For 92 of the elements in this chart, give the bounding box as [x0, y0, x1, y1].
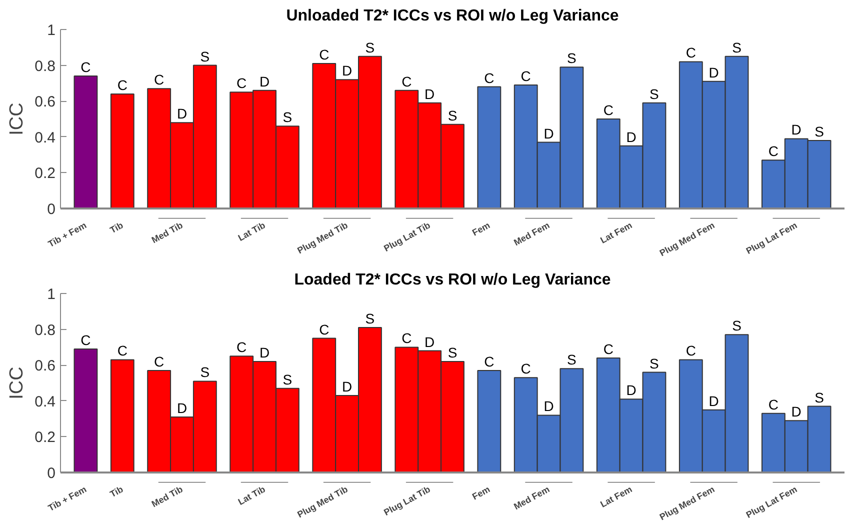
text: C [117, 76, 128, 93]
y-tick-label: 0.6 [34, 358, 56, 375]
text: C [603, 340, 614, 357]
text: D [259, 73, 270, 90]
y-tick-label: 0 [47, 201, 56, 218]
text: C [484, 70, 494, 86]
text: C [319, 321, 330, 338]
x-tick-label: Lat Tib [236, 220, 268, 243]
text: C [154, 353, 164, 370]
x-tick-label: Tib [108, 484, 126, 500]
series-label: S [200, 48, 210, 64]
text: D [708, 64, 719, 80]
y-tick-label: 0.4 [34, 393, 56, 410]
text: D [424, 86, 435, 102]
x-tick-label: Plug Lat Fem [744, 220, 799, 256]
chart-title: Loaded T2* ICCs vs ROI w/o Leg Variance [294, 272, 611, 288]
text: S [448, 107, 458, 124]
text: S [814, 123, 824, 140]
text: C [686, 44, 696, 61]
text: S [567, 50, 576, 66]
text: C [402, 330, 412, 346]
x-tick-label: Fem [470, 484, 492, 502]
x-tick-label: Lat Fem [598, 484, 634, 510]
text: C [520, 68, 531, 84]
text: C [768, 396, 779, 412]
text: S [650, 355, 659, 372]
y-tick-label: 0.2 [34, 429, 56, 446]
text: S [282, 109, 292, 126]
x-tick-label: Plug Med Tib [296, 484, 350, 520]
x-tick-label: Plug Med Fem [658, 220, 716, 258]
text: C [484, 353, 494, 370]
text: C [117, 342, 128, 359]
text: D [626, 382, 636, 398]
x-tick-label: Lat Fem [598, 220, 634, 246]
y-tick-label: 1 [47, 22, 56, 39]
x-tick-label: Tib + Fem [46, 484, 88, 514]
text: C [603, 102, 614, 118]
x-tick-label: Lat Tib [236, 484, 268, 507]
y-tick-label: 1 [47, 286, 56, 303]
text: C [154, 72, 164, 88]
x-tick-label: Plug Lat Fem [744, 484, 799, 520]
text: S [567, 352, 576, 368]
text: D [626, 128, 636, 145]
text: S [732, 39, 742, 56]
text: S [732, 318, 742, 334]
text: S [365, 310, 375, 327]
text: S [448, 344, 458, 361]
text: D [259, 344, 270, 361]
x-tick-label: Med Tib [150, 484, 185, 510]
x-tick-label: Med Tib [150, 220, 185, 246]
x-tick-label: Tib [108, 220, 126, 236]
text: S [282, 371, 292, 388]
y-tick-label: 0.2 [34, 165, 56, 182]
text: C [236, 75, 247, 92]
x-tick-label: Plug Lat Tib [382, 484, 432, 518]
text: S [365, 39, 375, 56]
text: D [544, 398, 554, 414]
text: D [342, 378, 352, 395]
x-tick-label: Plug Med Fem [658, 484, 716, 522]
x-tick-label: Med Fem [512, 220, 552, 248]
x-tick-label: Plug Med Tib [296, 220, 350, 256]
text: C [520, 360, 531, 377]
text: S [814, 389, 824, 406]
y-tick-label: 0.6 [34, 94, 56, 111]
text: D [708, 392, 719, 409]
text: C [319, 46, 330, 63]
text: S [650, 86, 659, 102]
series-label: D [176, 400, 188, 416]
y-tick-label: 0.8 [34, 322, 56, 339]
text: D [544, 125, 554, 142]
series-label: D [176, 106, 188, 122]
text: D [342, 62, 352, 79]
text: D [424, 334, 435, 350]
x-tick-label: Plug Lat Tib [382, 220, 432, 254]
x-tick-label: Fem [470, 220, 492, 238]
y-axis-title: ICC [6, 102, 28, 136]
series-label: C [80, 59, 91, 76]
text: D [791, 122, 802, 138]
text: C [236, 339, 247, 356]
chart-title: Unloaded T2* ICCs vs ROI w/o Leg Variance [286, 8, 619, 24]
series-label: S [200, 364, 210, 380]
series-label: C [80, 332, 91, 348]
x-tick-label: Tib + Fem [46, 220, 88, 250]
text: C [768, 143, 779, 160]
text: C [686, 342, 696, 359]
y-tick-label: 0.8 [34, 58, 56, 75]
x-tick-label: Med Fem [512, 484, 552, 512]
y-axis-title: ICC [6, 366, 28, 400]
text: D [791, 404, 802, 420]
text: C [402, 73, 412, 90]
y-tick-label: 0 [47, 465, 56, 482]
y-tick-label: 0.4 [34, 129, 56, 146]
